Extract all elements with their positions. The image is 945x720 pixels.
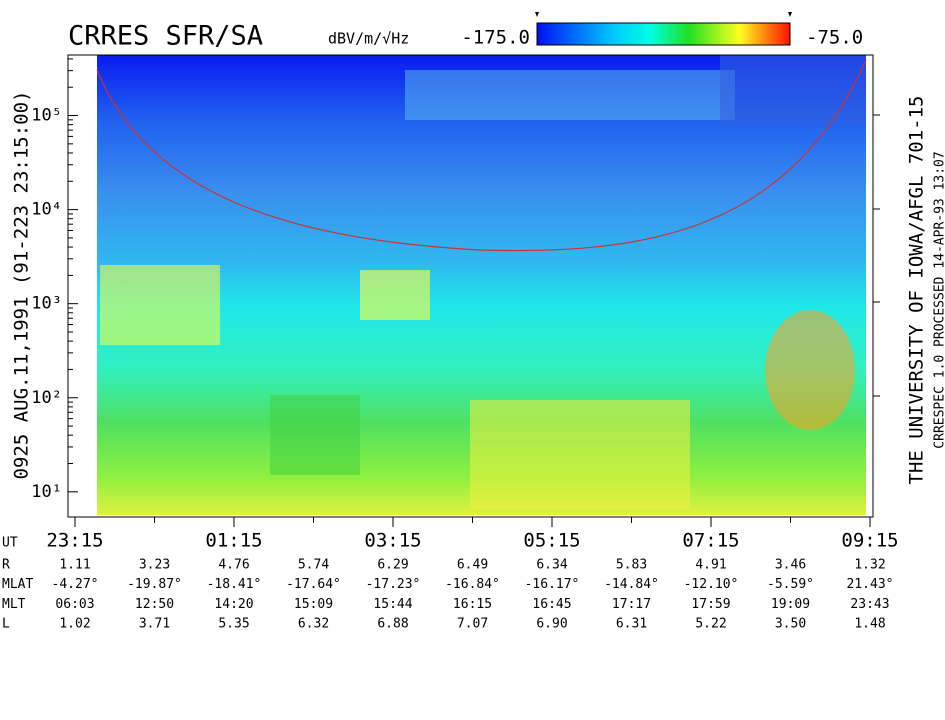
ephemeris-value: -14.84° xyxy=(604,577,659,592)
ephemeris-value: 6.90 xyxy=(536,617,567,632)
plot-frame xyxy=(67,54,874,518)
ephemeris-value: 4.91 xyxy=(695,558,726,573)
x-tick-label: 03:15 xyxy=(364,530,421,552)
colorbar-label: dBV/m/√Hz xyxy=(328,30,409,48)
ephemeris-value: -17.23° xyxy=(366,577,421,592)
y-tick-label: 10⁴ xyxy=(31,200,62,220)
spectrogram-image xyxy=(96,55,867,515)
x-tick-label: 01:15 xyxy=(205,530,262,552)
y-label: 0925 AUG.11,1991 (91-223 23:15:00) xyxy=(11,91,33,480)
ephemeris-value: 1.11 xyxy=(59,558,90,573)
y-tick-label: 10² xyxy=(31,388,62,408)
ephemeris-value: 6.29 xyxy=(377,558,408,573)
ephemeris-value: 6.49 xyxy=(457,558,488,573)
ephemeris-value: 14:20 xyxy=(214,597,253,612)
ephemeris-value: 15:44 xyxy=(373,597,412,612)
ephemeris-value: 3.46 xyxy=(775,558,806,573)
ephemeris-value: 12:50 xyxy=(135,597,174,612)
chart-title: CRRES SFR/SA xyxy=(68,21,263,52)
ephemeris-value: 6.88 xyxy=(377,617,408,632)
right-label: THE UNIVERSITY OF IOWA/AFGL 701-15 xyxy=(906,96,928,485)
colorbar xyxy=(536,22,791,46)
y-tick-label: 10¹ xyxy=(31,482,62,502)
ephemeris-value: 3.71 xyxy=(139,617,170,632)
ephemeris-value: 1.48 xyxy=(854,617,885,632)
x-tick-label: 09:15 xyxy=(841,530,898,552)
ephemeris-row-label: MLAT xyxy=(2,577,33,592)
ephemeris-value: 3.50 xyxy=(775,617,806,632)
ephemeris-value: 5.22 xyxy=(695,617,726,632)
ephemeris-value: 17:59 xyxy=(691,597,730,612)
right-sublabel: CRRESPEC 1.0 PROCESSED 14-APR-93 13:07 xyxy=(933,151,945,448)
ephemeris-value: 7.07 xyxy=(457,617,488,632)
ephemeris-value: -16.17° xyxy=(525,577,580,592)
ephemeris-value: 5.83 xyxy=(616,558,647,573)
ephemeris-value: 1.02 xyxy=(59,617,90,632)
ephemeris-value: 5.74 xyxy=(298,558,329,573)
ephemeris-value: 6.34 xyxy=(536,558,567,573)
ephemeris-value: 06:03 xyxy=(55,597,94,612)
x-tick-label: 23:15 xyxy=(46,530,103,552)
ephemeris-value: 16:15 xyxy=(453,597,492,612)
ephemeris-value: 15:09 xyxy=(294,597,333,612)
ephemeris-value: 4.76 xyxy=(218,558,249,573)
y-tick-label: 10⁵ xyxy=(31,106,62,126)
x-tick-label: 05:15 xyxy=(523,530,580,552)
ephemeris-value: -16.84° xyxy=(445,577,500,592)
ephemeris-value: 17:17 xyxy=(612,597,651,612)
ephemeris-value: 6.32 xyxy=(298,617,329,632)
ephemeris-value: 16:45 xyxy=(532,597,571,612)
ephemeris-row-label: R xyxy=(2,558,10,573)
x-tick-label: 07:15 xyxy=(682,530,739,552)
colorbar-min: -175.0 xyxy=(461,27,530,49)
colorbar-markers xyxy=(535,12,792,17)
ephemeris-value: 5.35 xyxy=(218,617,249,632)
colorbar-max: -75.0 xyxy=(806,27,863,49)
ephemeris-value: 23:43 xyxy=(850,597,889,612)
ephemeris-value: 19:09 xyxy=(771,597,810,612)
x-axis-label: UT xyxy=(2,536,18,551)
ephemeris-value: 21.43° xyxy=(847,577,894,592)
right-ticks xyxy=(873,114,880,397)
ephemeris-value: -17.64° xyxy=(286,577,341,592)
ephemeris-value: -12.10° xyxy=(684,577,739,592)
ephemeris-value: 6.31 xyxy=(616,617,647,632)
ephemeris-value: 1.32 xyxy=(854,558,885,573)
y-tick-label: 10³ xyxy=(31,294,62,314)
ephemeris-row-label: MLT xyxy=(2,597,26,612)
ephemeris-value: -18.41° xyxy=(207,577,262,592)
ephemeris-value: -19.87° xyxy=(127,577,182,592)
ephemeris-value: 3.23 xyxy=(139,558,170,573)
ephemeris-value: -4.27° xyxy=(52,577,99,592)
ephemeris-value: -5.59° xyxy=(767,577,814,592)
ephemeris-row-label: L xyxy=(2,617,10,632)
